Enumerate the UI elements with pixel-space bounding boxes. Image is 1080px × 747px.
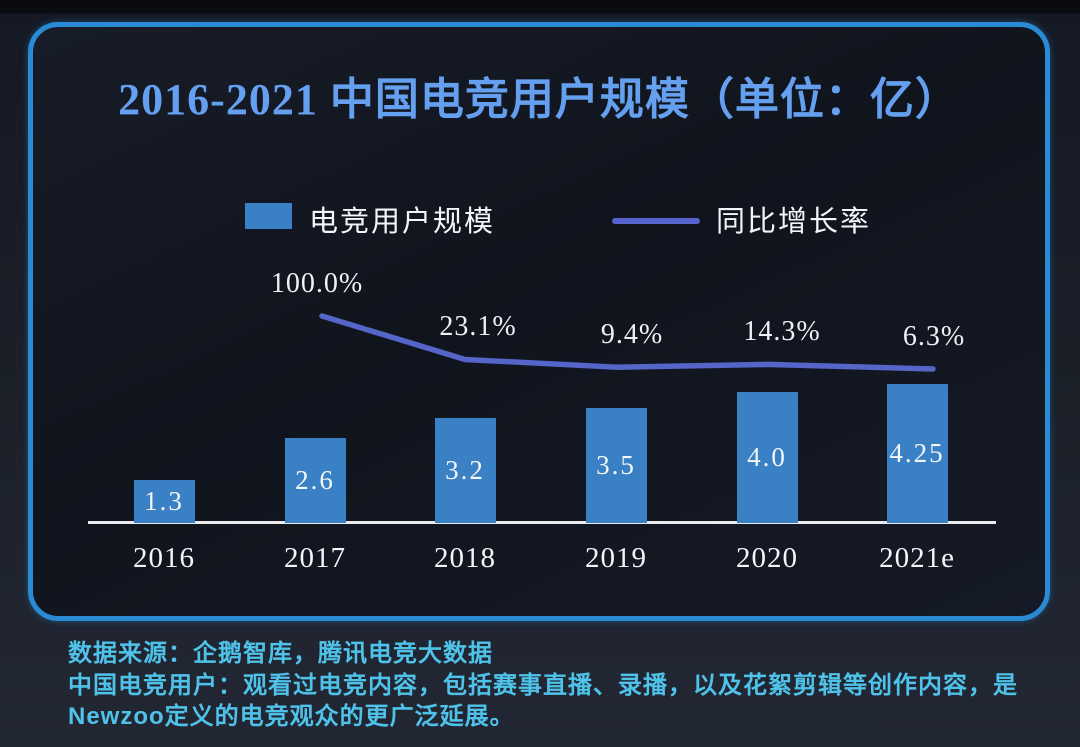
line-legend-swatch-icon	[612, 218, 700, 224]
bar-value-label: 1.3	[144, 486, 184, 516]
bar-legend-swatch-icon	[245, 203, 292, 229]
category-label-2016: 2016	[133, 542, 195, 574]
bar-2019: 3.5	[585, 408, 647, 523]
x-axis-line	[88, 521, 996, 524]
growth-pct-label-2021e: 6.3%	[902, 320, 966, 352]
category-label-2017: 2017	[284, 542, 346, 574]
bar-2017: 2.6	[284, 438, 346, 523]
category-label-2020: 2020	[736, 542, 798, 574]
category-label-2018: 2018	[434, 542, 496, 574]
growth-pct-label-2019: 9.4%	[600, 319, 664, 351]
category-label-2019: 2019	[585, 542, 647, 574]
chart-title: 2016-2021 中国电竞用户规模（单位：亿）	[118, 75, 960, 124]
bar-2021e: 4.25	[886, 384, 948, 523]
bar-2018: 3.2	[434, 418, 496, 523]
chart-footnote: 数据来源：企鹅智库，腾讯电竞大数据 中国电竞用户：观看过电竞内容，包括赛事直播、…	[68, 638, 1028, 733]
category-label-2021e: 2021e	[879, 542, 955, 574]
growth-pct-label-2018: 23.1%	[439, 311, 517, 343]
growth-pct-label-2020: 14.3%	[743, 316, 821, 348]
bar-value-label: 3.5	[596, 450, 636, 480]
bar-legend-label: 电竞用户规模	[309, 206, 496, 238]
bar-value-label: 2.6	[295, 465, 335, 495]
line-legend-label: 同比增长率	[716, 206, 872, 238]
growth-rate-line	[319, 313, 936, 372]
bar-value-label: 4.25	[889, 438, 945, 468]
bar-value-label: 3.2	[445, 455, 485, 485]
definition-note-line2: Newzoo定义的电竞观众的更广泛延展。	[68, 703, 515, 730]
bar-2016: 1.3	[133, 480, 195, 523]
data-source-note: 数据来源：企鹅智库，腾讯电竞大数据	[68, 640, 493, 667]
definition-note-line1: 中国电竞用户：观看过电竞内容，包括赛事直播、录播，以及花絮剪辑等创作内容，是	[68, 671, 1018, 699]
bar-value-label: 4.0	[747, 442, 787, 472]
bar-2020: 4.0	[736, 392, 798, 523]
growth-pct-label-2017: 100.0%	[270, 268, 364, 299]
